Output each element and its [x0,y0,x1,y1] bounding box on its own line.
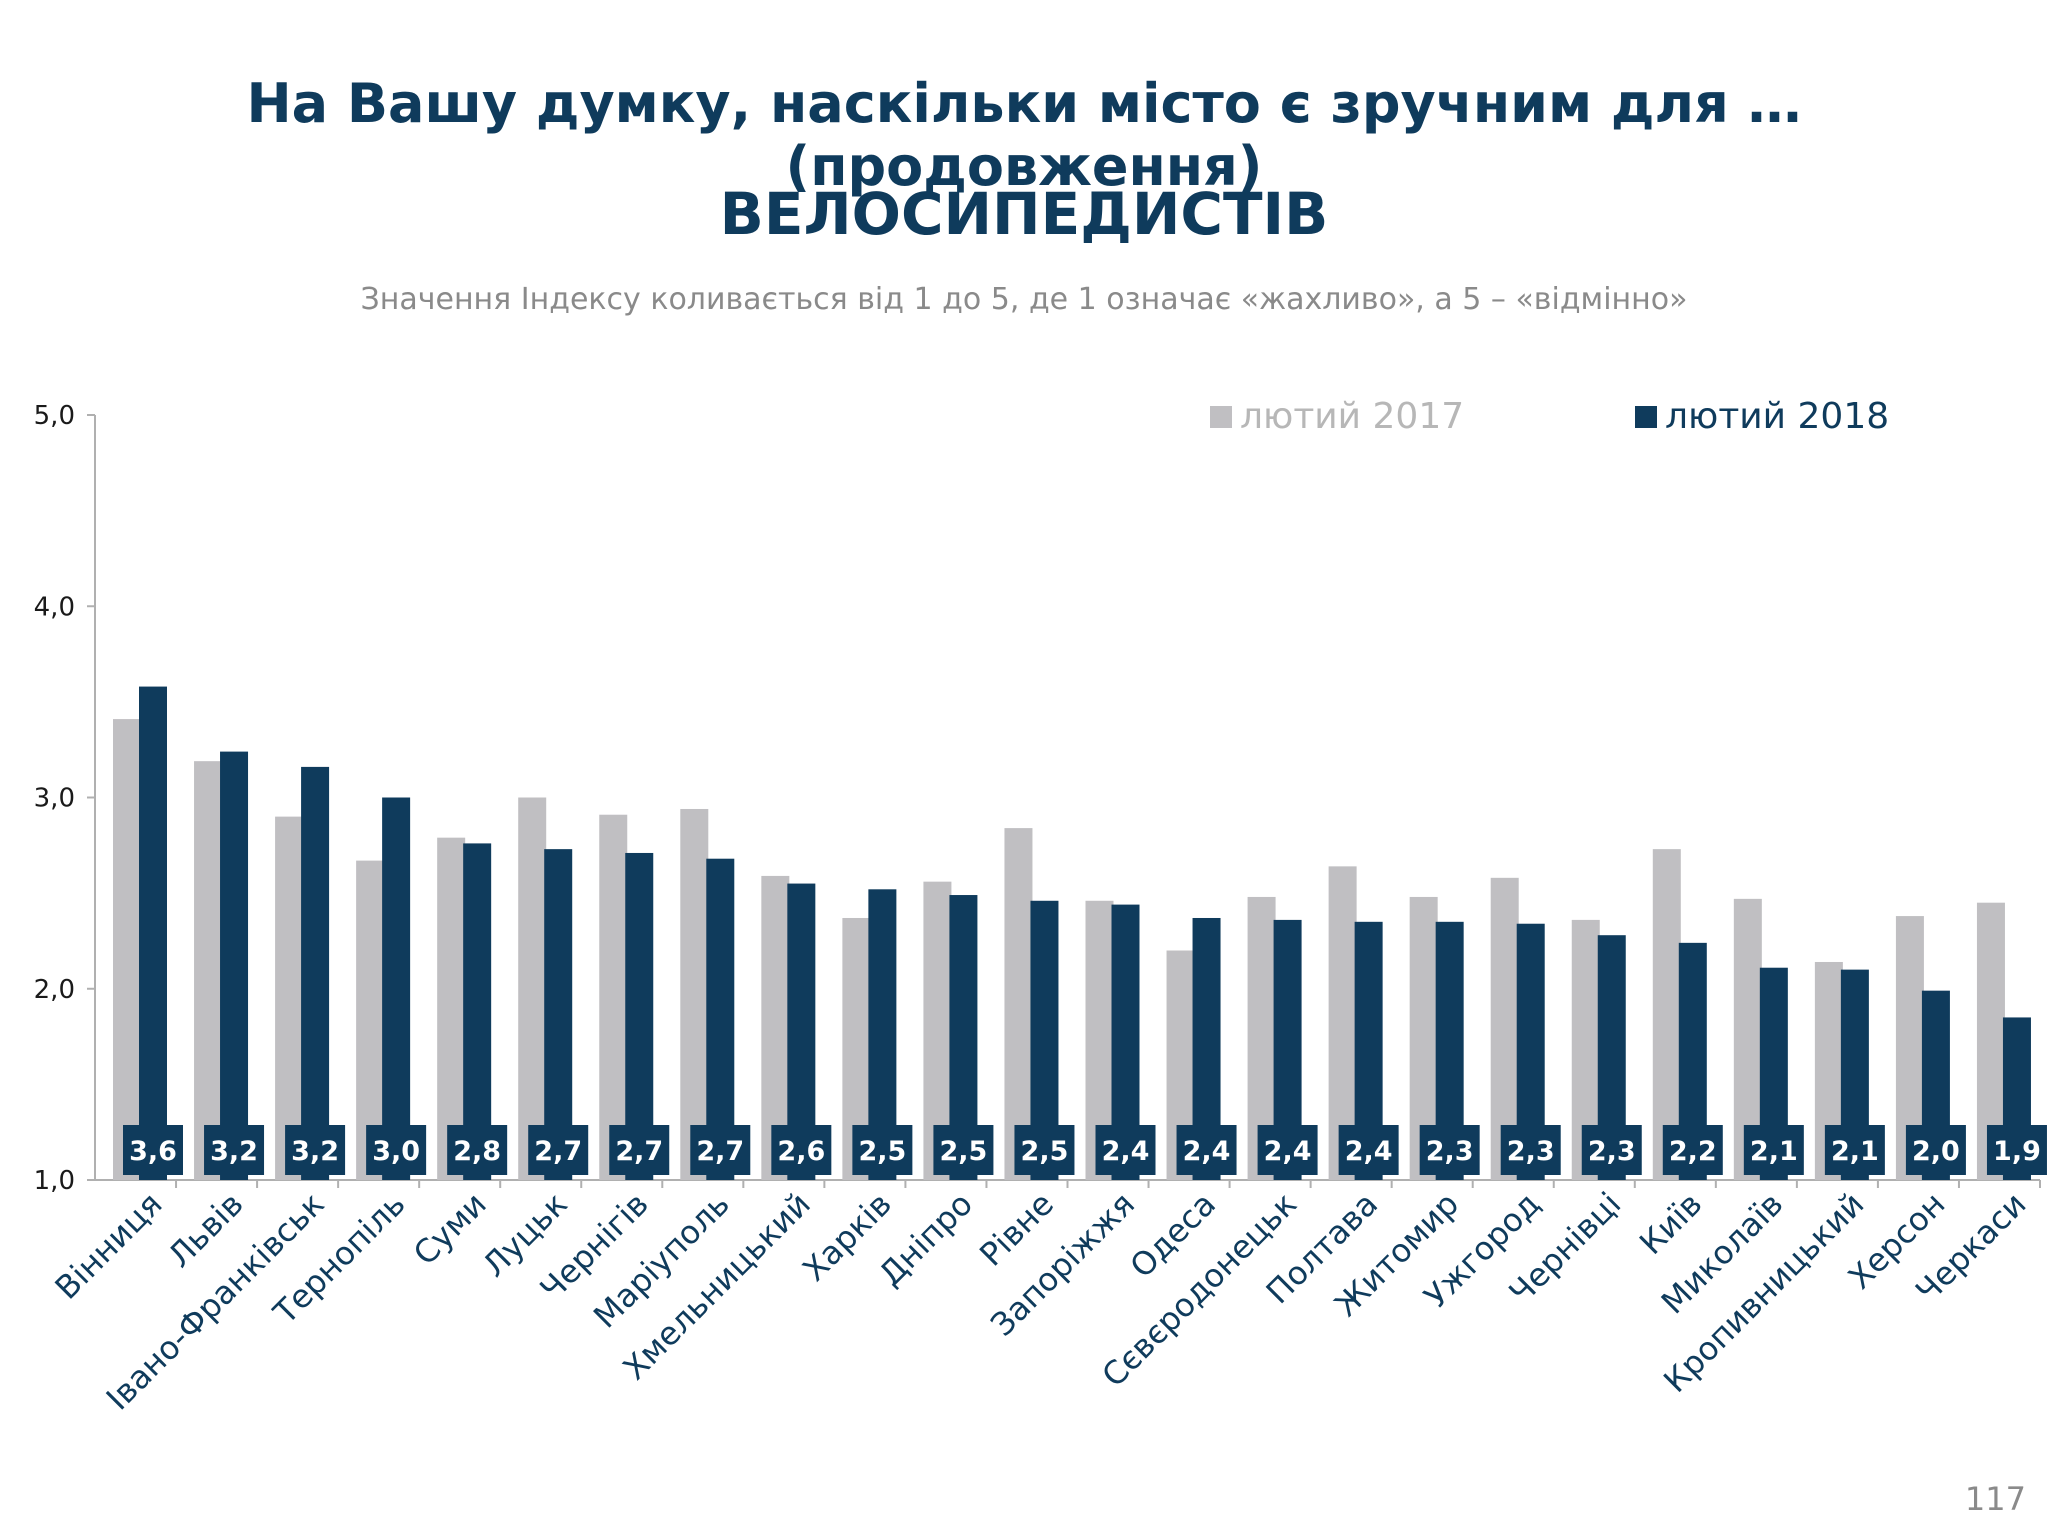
data-label-box [852,1125,913,1175]
data-label: 2,3 [1507,1136,1555,1167]
data-label-box [285,1125,346,1175]
index-note: Значення Індексу коливається від 1 до 5,… [360,282,1688,317]
legend-swatch-2018 [1635,406,1657,428]
y-tick-label: 2,0 [34,975,75,1005]
data-label: 2,3 [1426,1136,1474,1167]
data-label: 2,6 [777,1136,825,1167]
data-label-box [933,1125,994,1175]
data-label-box [1095,1125,1156,1175]
data-label: 2,8 [453,1136,501,1167]
bar-2017 [275,816,304,1180]
y-tick-label: 1,0 [34,1166,75,1196]
data-label: 2,1 [1750,1136,1798,1167]
page-number: 117 [1964,1480,2026,1518]
data-label-box [1986,1125,2047,1175]
data-label: 3,6 [129,1136,177,1167]
data-label: 2,3 [1588,1136,1636,1167]
data-label-box [609,1125,670,1175]
bar-2017 [680,808,709,1180]
data-label: 2,5 [858,1136,906,1167]
data-label: 1,9 [1993,1136,2041,1167]
data-label-box [447,1125,508,1175]
data-label-box [366,1125,427,1175]
bar-2017 [437,837,466,1180]
data-label: 3,2 [291,1136,339,1167]
data-label: 2,0 [1912,1136,1960,1167]
legend-label-2017: лютий 2017 [1240,396,1464,437]
data-label-box [690,1125,751,1175]
data-label: 2,4 [1102,1136,1150,1167]
y-tick-label: 3,0 [34,784,75,814]
data-label: 2,5 [939,1136,987,1167]
bar-2018 [220,751,249,1180]
y-tick-label: 4,0 [34,592,75,622]
legend-label-2018: лютий 2018 [1665,396,1889,437]
bar-2018 [544,849,573,1180]
data-label-box [528,1125,589,1175]
data-label: 3,2 [210,1136,258,1167]
bar-2018 [463,843,492,1180]
data-label-box [1662,1125,1723,1175]
chart-title: На Вашу думку, наскільки місто є зручним… [246,72,1802,198]
data-label: 2,4 [1264,1136,1312,1167]
bar-2018 [382,797,411,1180]
data-label: 2,4 [1183,1136,1231,1167]
data-label: 2,7 [615,1136,663,1167]
data-label-box [1743,1125,1804,1175]
data-label-box [1824,1125,1885,1175]
data-label-box [204,1125,265,1175]
bar-2017 [194,761,223,1180]
bar-2017 [1004,828,1033,1180]
data-label-box [1500,1125,1561,1175]
data-label: 2,7 [696,1136,744,1167]
data-label-box [123,1125,183,1175]
data-label-box [1257,1125,1318,1175]
data-label: 2,4 [1345,1136,1393,1167]
bar-2018 [301,766,330,1180]
data-label-box [1338,1125,1399,1175]
data-label: 2,5 [1021,1136,1069,1167]
bar-2017 [518,797,547,1180]
bar-2017 [599,814,628,1180]
data-label-box [1014,1125,1075,1175]
data-label-box [1905,1125,1966,1175]
data-label: 2,2 [1669,1136,1717,1167]
bar-2017 [1652,849,1681,1180]
bar-2017 [113,719,141,1180]
data-label-box [771,1125,832,1175]
y-tick-label: 5,0 [34,401,75,431]
data-label-box [1176,1125,1237,1175]
data-label: 2,1 [1831,1136,1879,1167]
data-label-box [1419,1125,1480,1175]
data-label: 2,7 [534,1136,582,1167]
data-label-box [1581,1125,1642,1175]
bar-2018 [139,686,167,1180]
legend-swatch-2017 [1210,406,1232,428]
chart-subtitle: ВЕЛОСИПЕДИСТІВ [719,180,1329,248]
category-label: Вінниця [48,1185,170,1307]
data-label: 3,0 [372,1136,420,1167]
